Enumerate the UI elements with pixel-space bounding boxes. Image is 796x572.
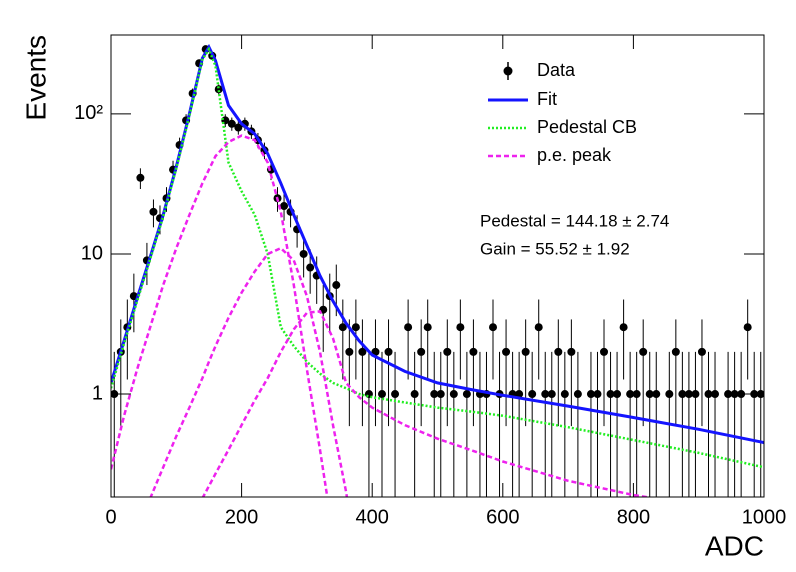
- data-point: [632, 390, 641, 399]
- legend: Data Fit Pedestal CB p.e. peak: [488, 60, 637, 165]
- data-point: [456, 323, 465, 332]
- data-point: [684, 390, 693, 399]
- data-point: [410, 390, 419, 399]
- data-point: [652, 390, 661, 399]
- data-point: [521, 347, 530, 356]
- data-point: [358, 347, 367, 356]
- plot-area: [111, 43, 764, 497]
- data-point: [645, 390, 654, 399]
- data-point: [606, 390, 615, 399]
- y-tick-label: 10²: [74, 102, 103, 124]
- data-point: [665, 390, 674, 399]
- x-tick-label: 400: [356, 506, 389, 528]
- data-point: [619, 323, 628, 332]
- data-point: [560, 390, 569, 399]
- data-point: [443, 347, 452, 356]
- legend-label: Fit: [537, 89, 557, 109]
- data-point: [227, 119, 236, 128]
- legend-label: p.e. peak: [537, 145, 612, 165]
- data-point: [730, 390, 739, 399]
- data-point: [626, 390, 635, 399]
- data-point: [593, 390, 602, 399]
- data-point: [534, 323, 543, 332]
- data-point: [377, 390, 386, 399]
- data-point: [462, 390, 471, 399]
- data-point: [449, 390, 458, 399]
- x-tick-label: 600: [486, 506, 519, 528]
- data-point: [214, 85, 223, 94]
- data-point: [423, 323, 432, 332]
- y-tick-label: 10: [81, 242, 103, 264]
- data-point: [136, 173, 145, 182]
- data-point: [691, 390, 700, 399]
- data-point: [234, 123, 243, 132]
- data-point: [724, 390, 733, 399]
- data-point: [417, 347, 426, 356]
- curve: [111, 46, 764, 469]
- data-point: [554, 347, 563, 356]
- data-point: [567, 347, 576, 356]
- data-point: [613, 390, 622, 399]
- frame: [110, 34, 765, 498]
- data-point: [586, 390, 595, 399]
- x-axis-title: ADC: [705, 530, 764, 561]
- data-point: [391, 390, 400, 399]
- x-tick-label: 1000: [742, 506, 787, 528]
- data-point: [678, 390, 687, 399]
- data-point: [332, 281, 341, 290]
- data-point: [600, 347, 609, 356]
- annotation: Gain = 55.52 ± 1.92: [480, 239, 630, 258]
- curve: [111, 134, 329, 497]
- data-point: [430, 390, 439, 399]
- data-point: [280, 202, 289, 211]
- data-point: [528, 390, 537, 399]
- legend-label: Data: [537, 60, 576, 80]
- data-point: [469, 347, 478, 356]
- data-point: [149, 207, 158, 216]
- annotation: Pedestal = 144.18 ± 2.74: [480, 211, 669, 230]
- data-point: [743, 323, 752, 332]
- data-point: [697, 347, 706, 356]
- data-point: [639, 347, 648, 356]
- data-point: [671, 347, 680, 356]
- data-point: [704, 390, 713, 399]
- data-point: [489, 323, 498, 332]
- data-point: [573, 390, 582, 399]
- data-point: [502, 347, 511, 356]
- data-point: [404, 323, 413, 332]
- x-tick-label: 200: [225, 506, 258, 528]
- data-point: [384, 347, 393, 356]
- legend-symbol: [503, 66, 513, 76]
- data-point: [299, 249, 308, 258]
- data-point: [306, 263, 315, 272]
- data-point: [737, 390, 746, 399]
- x-tick-label: 0: [105, 506, 116, 528]
- y-axis-title: Events: [20, 35, 51, 121]
- curve: [201, 309, 654, 497]
- y-tick-label: 1: [92, 382, 103, 404]
- data-point: [547, 390, 556, 399]
- data-point: [345, 347, 354, 356]
- data-point: [541, 390, 550, 399]
- axes: 0 200 400 600 800 1000 1 10 10²: [74, 35, 786, 528]
- curve: [111, 43, 764, 445]
- data-point: [371, 347, 380, 356]
- x-tick-label: 800: [617, 506, 650, 528]
- data-point: [351, 323, 360, 332]
- data-point: [711, 390, 720, 399]
- data-point: [338, 323, 347, 332]
- data-point: [515, 390, 524, 399]
- legend-label: Pedestal CB: [537, 117, 637, 137]
- data-point: [436, 390, 445, 399]
- curve: [149, 246, 349, 497]
